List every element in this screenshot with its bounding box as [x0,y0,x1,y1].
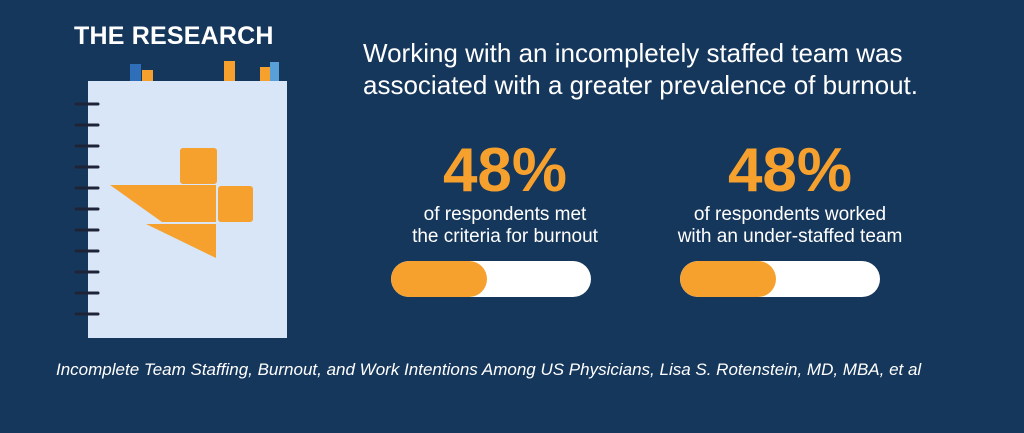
notebook-tab [224,61,235,84]
stat-description-line2: with an under-staffed team [677,226,903,247]
notebook-tab [130,64,141,84]
progress-bar-understaffed [680,261,880,297]
notebook-tab [260,67,271,84]
notebook-tab [142,70,153,84]
logo-icon [110,148,253,258]
progress-fill [391,261,487,297]
citation: Incomplete Team Staffing, Burnout, and W… [56,360,922,379]
notebook-tab [270,62,279,84]
notebook-icon [74,61,287,338]
stat-description-line2: the criteria for burnout [412,226,598,247]
headline: Working with an incompletely staffed tea… [363,38,919,100]
stat-understaffed: 48% of respondents worked with an under-… [660,140,920,248]
spiral-rings [74,102,100,316]
section-heading: THE RESEARCH [74,22,274,50]
stat-burnout: 48% of respondents met the criteria for … [375,140,635,248]
progress-bar-burnout [391,261,591,297]
stat-value: 48% [727,136,853,205]
stat-value: 48% [442,136,568,205]
progress-fill [680,261,776,297]
stat-description-line1: of respondents worked [693,204,887,225]
stat-description-line1: of respondents met [423,204,587,225]
